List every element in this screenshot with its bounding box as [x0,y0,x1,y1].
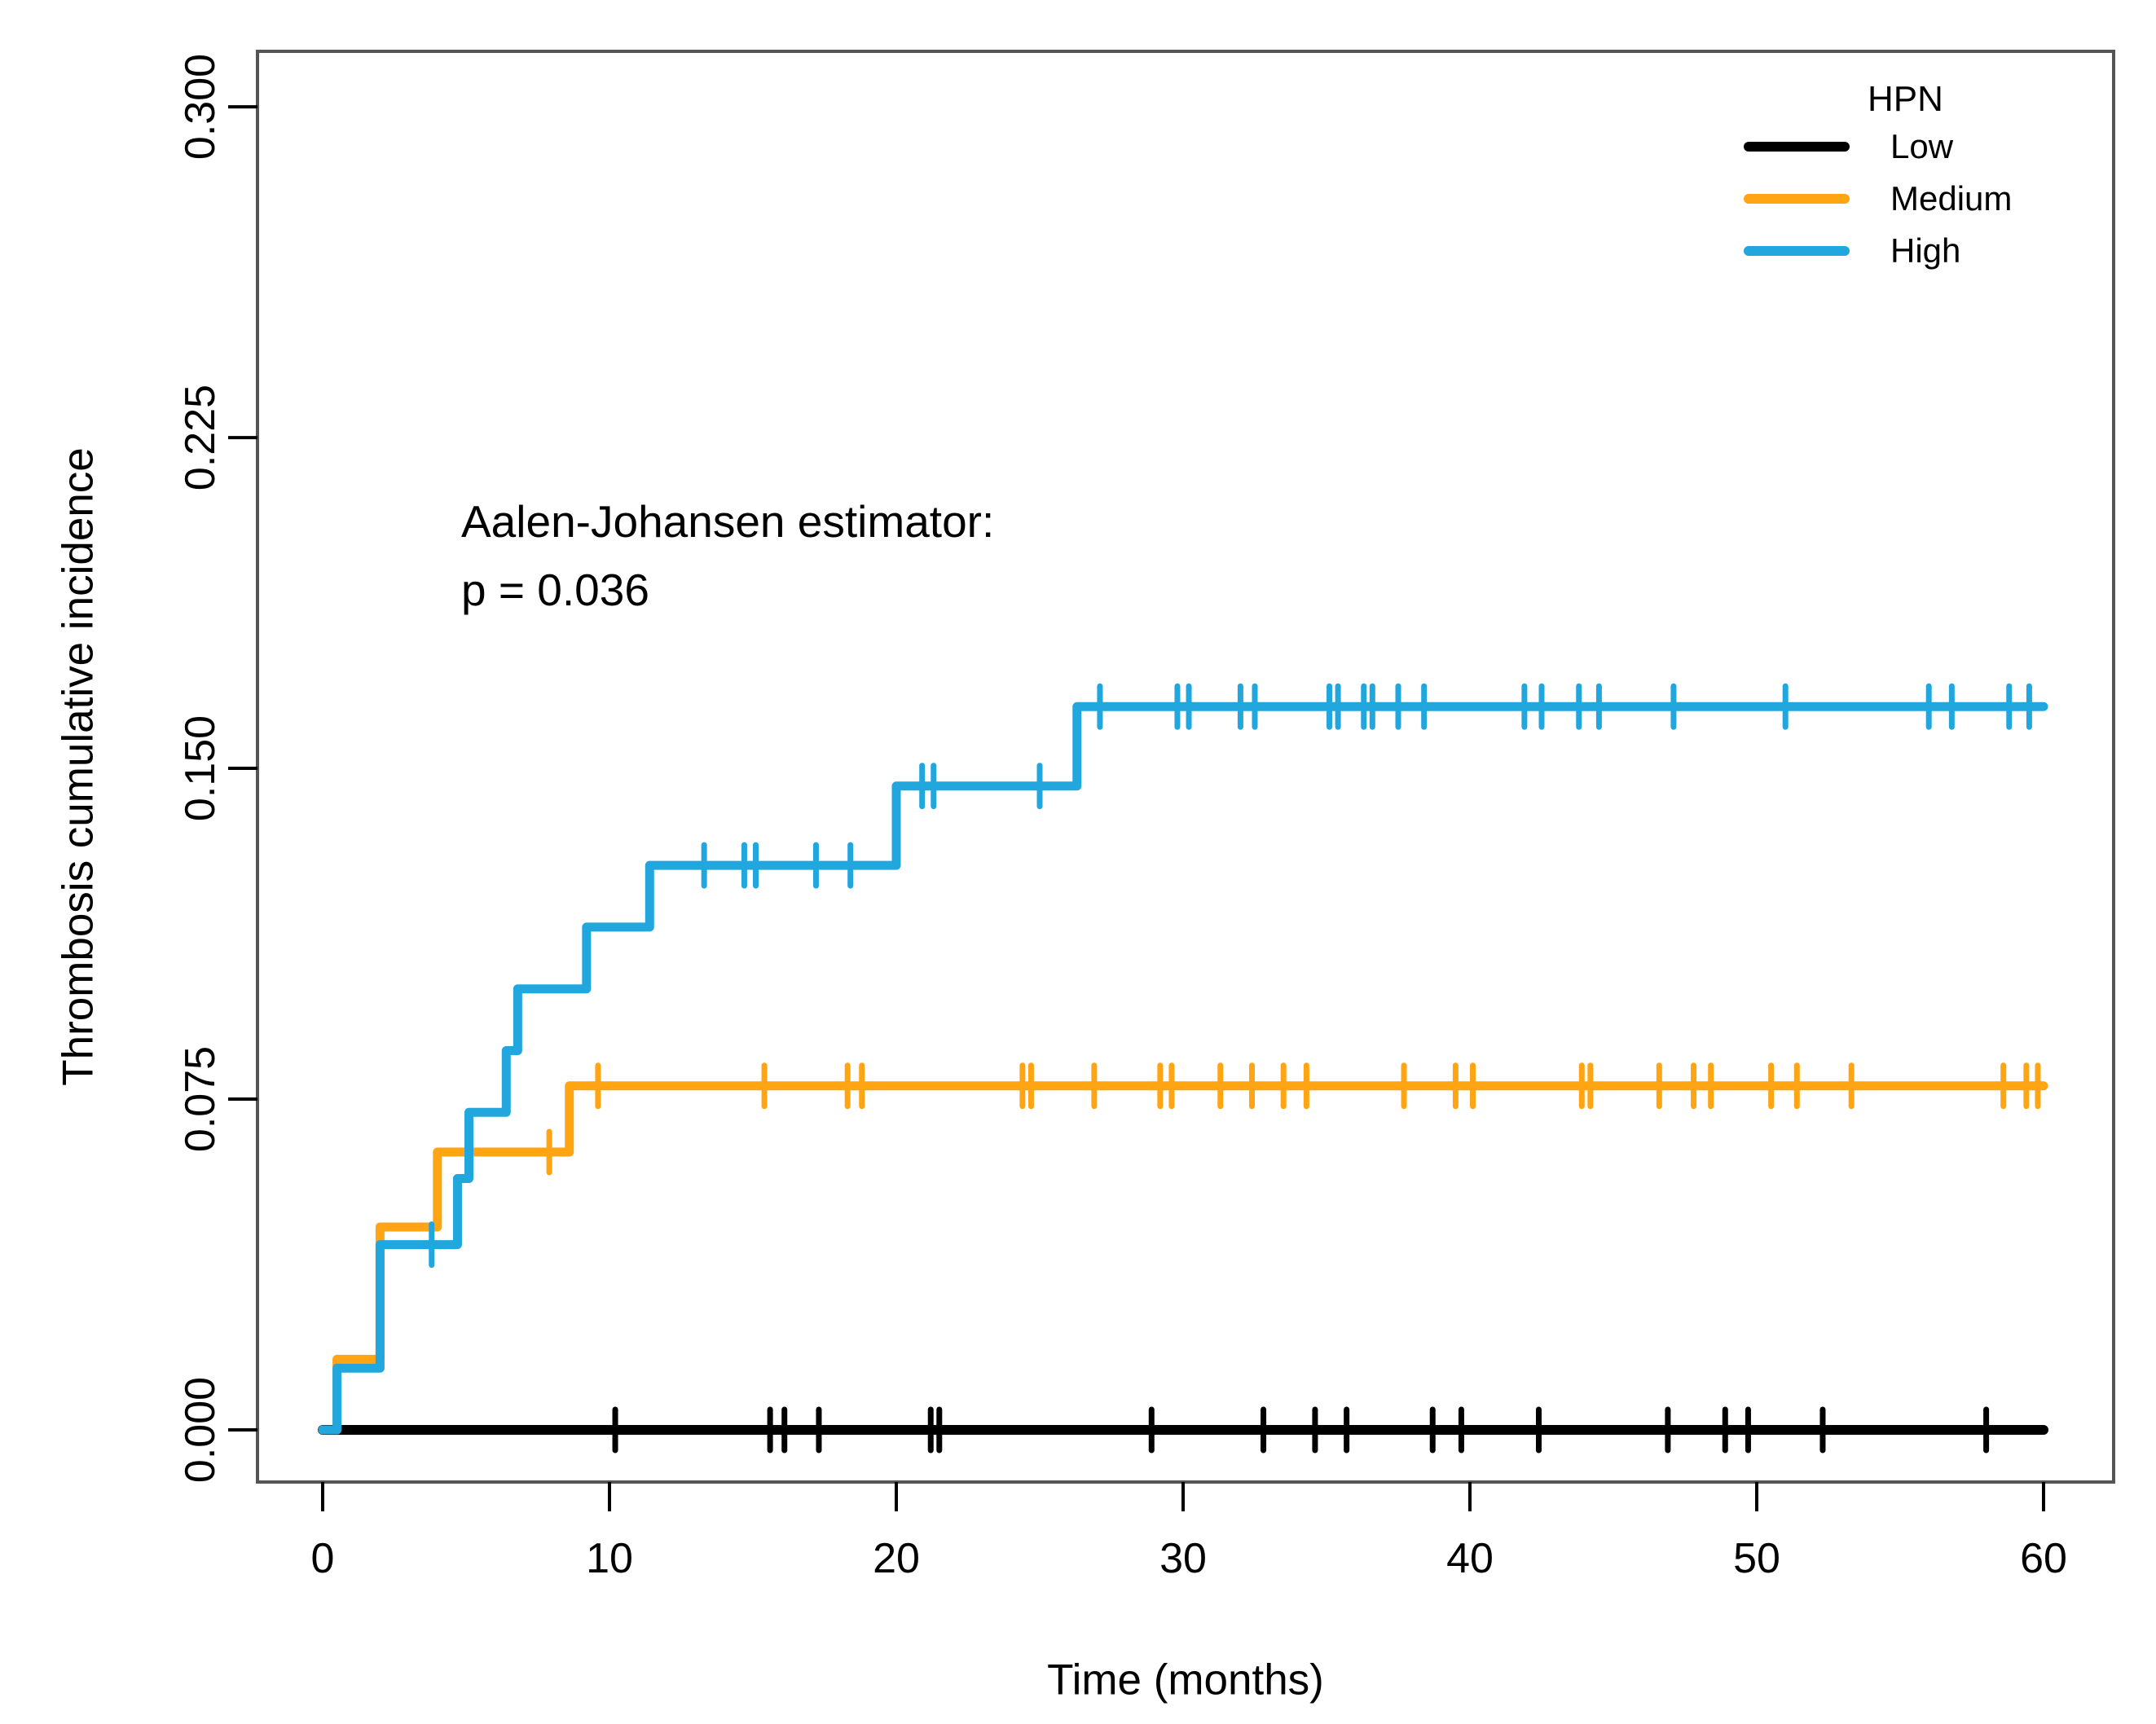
x-tick-label: 50 [1733,1535,1780,1582]
legend-item-label: Low [1890,127,1954,165]
legend-title: HPN [1868,79,1943,119]
legend: HPN Low Medium High [1744,78,2119,277]
y-tick-label: 0.225 [177,384,224,491]
y-axis-title: Thrombosis cumulative incidence [54,447,103,1086]
series-curve-medium [318,1081,2048,1435]
annotation-pvalue-line: p = 0.036 [461,565,649,615]
legend-swatch-high [1744,246,1850,256]
x-tick-label: 30 [1159,1535,1207,1582]
legend-swatch-low [1744,142,1850,152]
annotation: Aalen-Johansen estimator: p = 0.036 [461,487,994,624]
annotation-estimator-line: Aalen-Johansen estimator: [461,496,995,547]
x-axis-title: Time (months) [1047,1656,1324,1704]
y-tick-label: 0.150 [177,715,224,822]
legend-swatch-medium [1744,194,1850,204]
series-curve-high [318,701,2048,1435]
y-tick-label: 0.300 [177,54,224,161]
y-tick-label: 0.000 [177,1376,224,1484]
legend-item: High [1744,225,2119,277]
plot-frame [256,50,2115,1484]
x-tick-label: 10 [586,1535,633,1582]
x-tick-label: 60 [2020,1535,2067,1582]
x-tick-label: 0 [310,1535,335,1582]
legend-item: Medium [1744,173,2119,225]
legend-item-label: Medium [1890,179,2013,218]
y-tick-label: 0.075 [177,1045,224,1153]
legend-item-label: High [1890,231,1961,270]
x-tick-label: 20 [873,1535,920,1582]
legend-item: Low [1744,121,2119,173]
x-tick-label: 40 [1446,1535,1494,1582]
